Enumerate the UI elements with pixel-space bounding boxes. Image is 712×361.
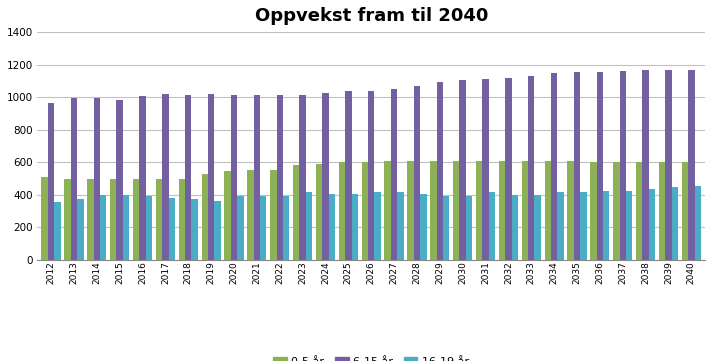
Bar: [466, 196, 472, 260]
Bar: [345, 91, 352, 260]
Bar: [316, 164, 323, 260]
Bar: [133, 179, 140, 260]
Bar: [535, 195, 541, 260]
Bar: [329, 194, 335, 260]
Bar: [522, 161, 528, 260]
Bar: [681, 162, 688, 260]
Bar: [420, 194, 426, 260]
Bar: [482, 79, 488, 260]
Bar: [214, 201, 221, 260]
Bar: [87, 179, 93, 260]
Bar: [117, 100, 123, 260]
Bar: [603, 191, 609, 260]
Bar: [459, 81, 466, 260]
Bar: [100, 195, 106, 260]
Bar: [306, 192, 313, 260]
Title: Oppvekst fram til 2040: Oppvekst fram til 2040: [254, 7, 488, 25]
Bar: [64, 179, 70, 260]
Bar: [384, 161, 391, 260]
Bar: [70, 98, 77, 260]
Bar: [430, 161, 436, 260]
Bar: [123, 195, 130, 260]
Bar: [146, 196, 152, 260]
Bar: [443, 196, 449, 260]
Bar: [488, 192, 495, 260]
Bar: [192, 199, 198, 260]
Bar: [414, 86, 420, 260]
Bar: [476, 161, 482, 260]
Bar: [283, 196, 289, 260]
Bar: [162, 94, 169, 260]
Bar: [208, 94, 214, 260]
Bar: [231, 95, 237, 260]
Bar: [613, 162, 619, 260]
Bar: [253, 95, 260, 260]
Bar: [574, 73, 580, 260]
Bar: [528, 75, 535, 260]
Bar: [636, 162, 642, 260]
Bar: [506, 78, 512, 260]
Bar: [368, 91, 375, 260]
Bar: [580, 192, 587, 260]
Bar: [407, 161, 414, 260]
Bar: [557, 192, 564, 260]
Bar: [567, 161, 574, 260]
Bar: [77, 199, 83, 260]
Bar: [619, 71, 626, 260]
Bar: [224, 171, 231, 260]
Bar: [597, 73, 603, 260]
Bar: [201, 174, 208, 260]
Bar: [659, 162, 665, 260]
Bar: [545, 161, 551, 260]
Bar: [185, 95, 192, 260]
Bar: [293, 165, 300, 260]
Bar: [436, 82, 443, 260]
Bar: [270, 170, 276, 260]
Bar: [339, 162, 345, 260]
Bar: [642, 70, 649, 260]
Bar: [247, 170, 253, 260]
Bar: [551, 73, 557, 260]
Bar: [665, 70, 671, 260]
Bar: [453, 161, 459, 260]
Bar: [391, 89, 397, 260]
Bar: [626, 191, 632, 260]
Bar: [362, 162, 368, 260]
Bar: [110, 179, 117, 260]
Bar: [590, 162, 597, 260]
Bar: [375, 192, 381, 260]
Bar: [499, 161, 506, 260]
Bar: [694, 186, 701, 260]
Bar: [260, 196, 266, 260]
Bar: [54, 202, 61, 260]
Bar: [93, 98, 100, 260]
Bar: [300, 95, 306, 260]
Bar: [41, 177, 48, 260]
Bar: [156, 179, 162, 260]
Legend: 0-5 år, 6-15 år, 16-19 år: 0-5 år, 6-15 år, 16-19 år: [269, 352, 473, 361]
Bar: [397, 192, 404, 260]
Bar: [671, 187, 678, 260]
Bar: [352, 194, 358, 260]
Bar: [323, 93, 329, 260]
Bar: [140, 96, 146, 260]
Bar: [48, 103, 54, 260]
Bar: [649, 189, 655, 260]
Bar: [512, 195, 518, 260]
Bar: [276, 95, 283, 260]
Bar: [169, 197, 175, 260]
Bar: [179, 179, 185, 260]
Bar: [237, 196, 244, 260]
Bar: [688, 70, 694, 260]
